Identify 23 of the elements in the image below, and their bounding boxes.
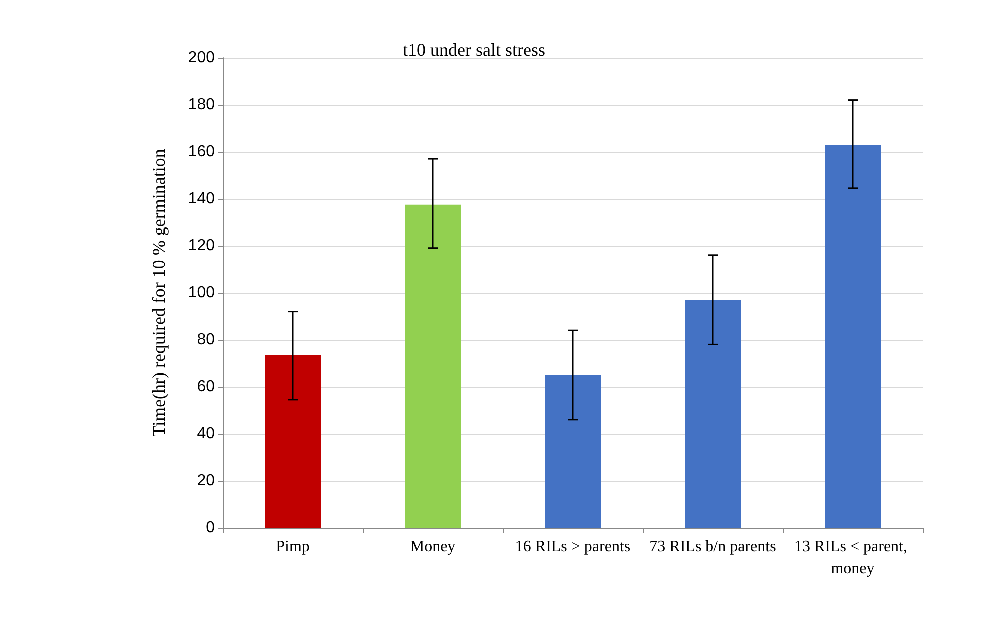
y-tick-label: 160 bbox=[188, 144, 216, 160]
x-tick-label: 73 RILs b/n parents bbox=[650, 538, 776, 556]
x-tick-label: Pimp bbox=[276, 538, 310, 556]
y-tick-label: 200 bbox=[188, 50, 216, 66]
y-tick-label: 40 bbox=[197, 426, 216, 442]
chart-title: t10 under salt stress bbox=[403, 40, 546, 60]
bar bbox=[685, 300, 741, 528]
y-tick-label: 180 bbox=[188, 96, 216, 114]
y-tick-label: 80 bbox=[197, 332, 216, 348]
x-tick-label: Money bbox=[410, 538, 456, 556]
bar bbox=[825, 144, 881, 528]
y-tick-label: 140 bbox=[188, 190, 216, 208]
y-tick-label: 60 bbox=[197, 378, 216, 396]
y-tick-label: 120 bbox=[188, 238, 216, 254]
x-tick-label: 13 RILs < parent, money bbox=[794, 538, 912, 578]
y-tick-label: 0 bbox=[206, 520, 216, 536]
y-tick-label: 20 bbox=[197, 472, 216, 490]
bar bbox=[265, 355, 321, 528]
bar bbox=[545, 375, 601, 528]
y-axis-title: Time(hr) required for 10 % germination bbox=[149, 149, 169, 437]
x-tick-label: 16 RILs > parents bbox=[515, 538, 631, 556]
y-tick-label: 100 bbox=[188, 284, 216, 302]
bar bbox=[405, 204, 461, 528]
